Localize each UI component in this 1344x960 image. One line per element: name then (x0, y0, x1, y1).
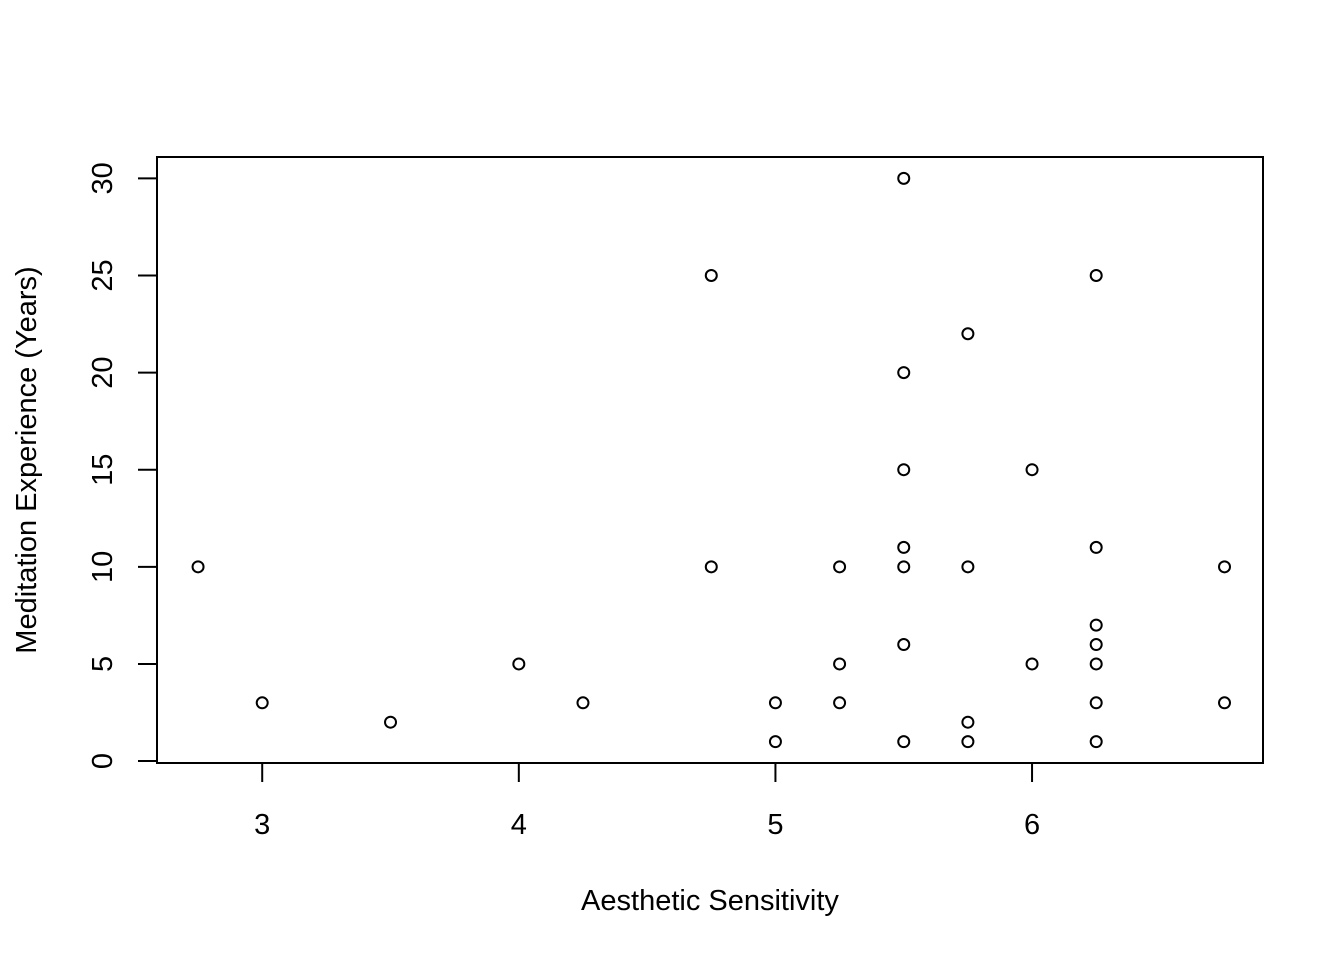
data-point (384, 715, 398, 729)
data-point (961, 735, 975, 749)
data-point (1025, 657, 1039, 671)
data-point (897, 366, 911, 380)
data-point (961, 327, 975, 341)
y-tick-label: 0 (87, 753, 119, 769)
data-point (897, 540, 911, 554)
data-point (512, 657, 526, 671)
data-point (897, 638, 911, 652)
data-point (1089, 696, 1103, 710)
data-point (1089, 540, 1103, 554)
data-point (897, 560, 911, 574)
data-point (768, 735, 782, 749)
x-axis: 3 4 5 6 (254, 762, 1040, 841)
x-tick-label: 4 (511, 809, 527, 841)
data-point (833, 560, 847, 574)
data-point (576, 696, 590, 710)
x-tick-label: 6 (1024, 809, 1040, 841)
y-tick-label: 5 (87, 656, 119, 672)
plot-area-frame (156, 156, 1264, 764)
data-point (1089, 735, 1103, 749)
data-point (1089, 268, 1103, 282)
data-point (961, 560, 975, 574)
data-point (768, 696, 782, 710)
x-axis-label: Aesthetic Sensitivity (581, 885, 839, 917)
data-point (1089, 618, 1103, 632)
data-point (961, 715, 975, 729)
data-point (1218, 696, 1232, 710)
data-point (1218, 560, 1232, 574)
data-point (704, 560, 718, 574)
data-point (1089, 657, 1103, 671)
data-point (1025, 463, 1039, 477)
x-tick-label: 5 (767, 809, 783, 841)
y-tick-label: 25 (87, 259, 119, 291)
data-point (255, 696, 269, 710)
data-point (833, 657, 847, 671)
y-axis: 0 5 10 15 20 25 30 (87, 162, 158, 769)
y-tick-label: 20 (87, 356, 119, 388)
x-tick-label: 3 (254, 809, 270, 841)
y-tick-label: 10 (87, 551, 119, 583)
y-tick-label: 30 (87, 162, 119, 194)
y-tick-label: 15 (87, 454, 119, 486)
data-point (1089, 638, 1103, 652)
data-point (833, 696, 847, 710)
data-point (897, 463, 911, 477)
data-point (191, 560, 205, 574)
data-point (897, 735, 911, 749)
data-points (191, 171, 1232, 749)
data-point (704, 268, 718, 282)
y-axis-label: Meditation Experience (Years) (11, 266, 43, 653)
data-point (897, 171, 911, 185)
